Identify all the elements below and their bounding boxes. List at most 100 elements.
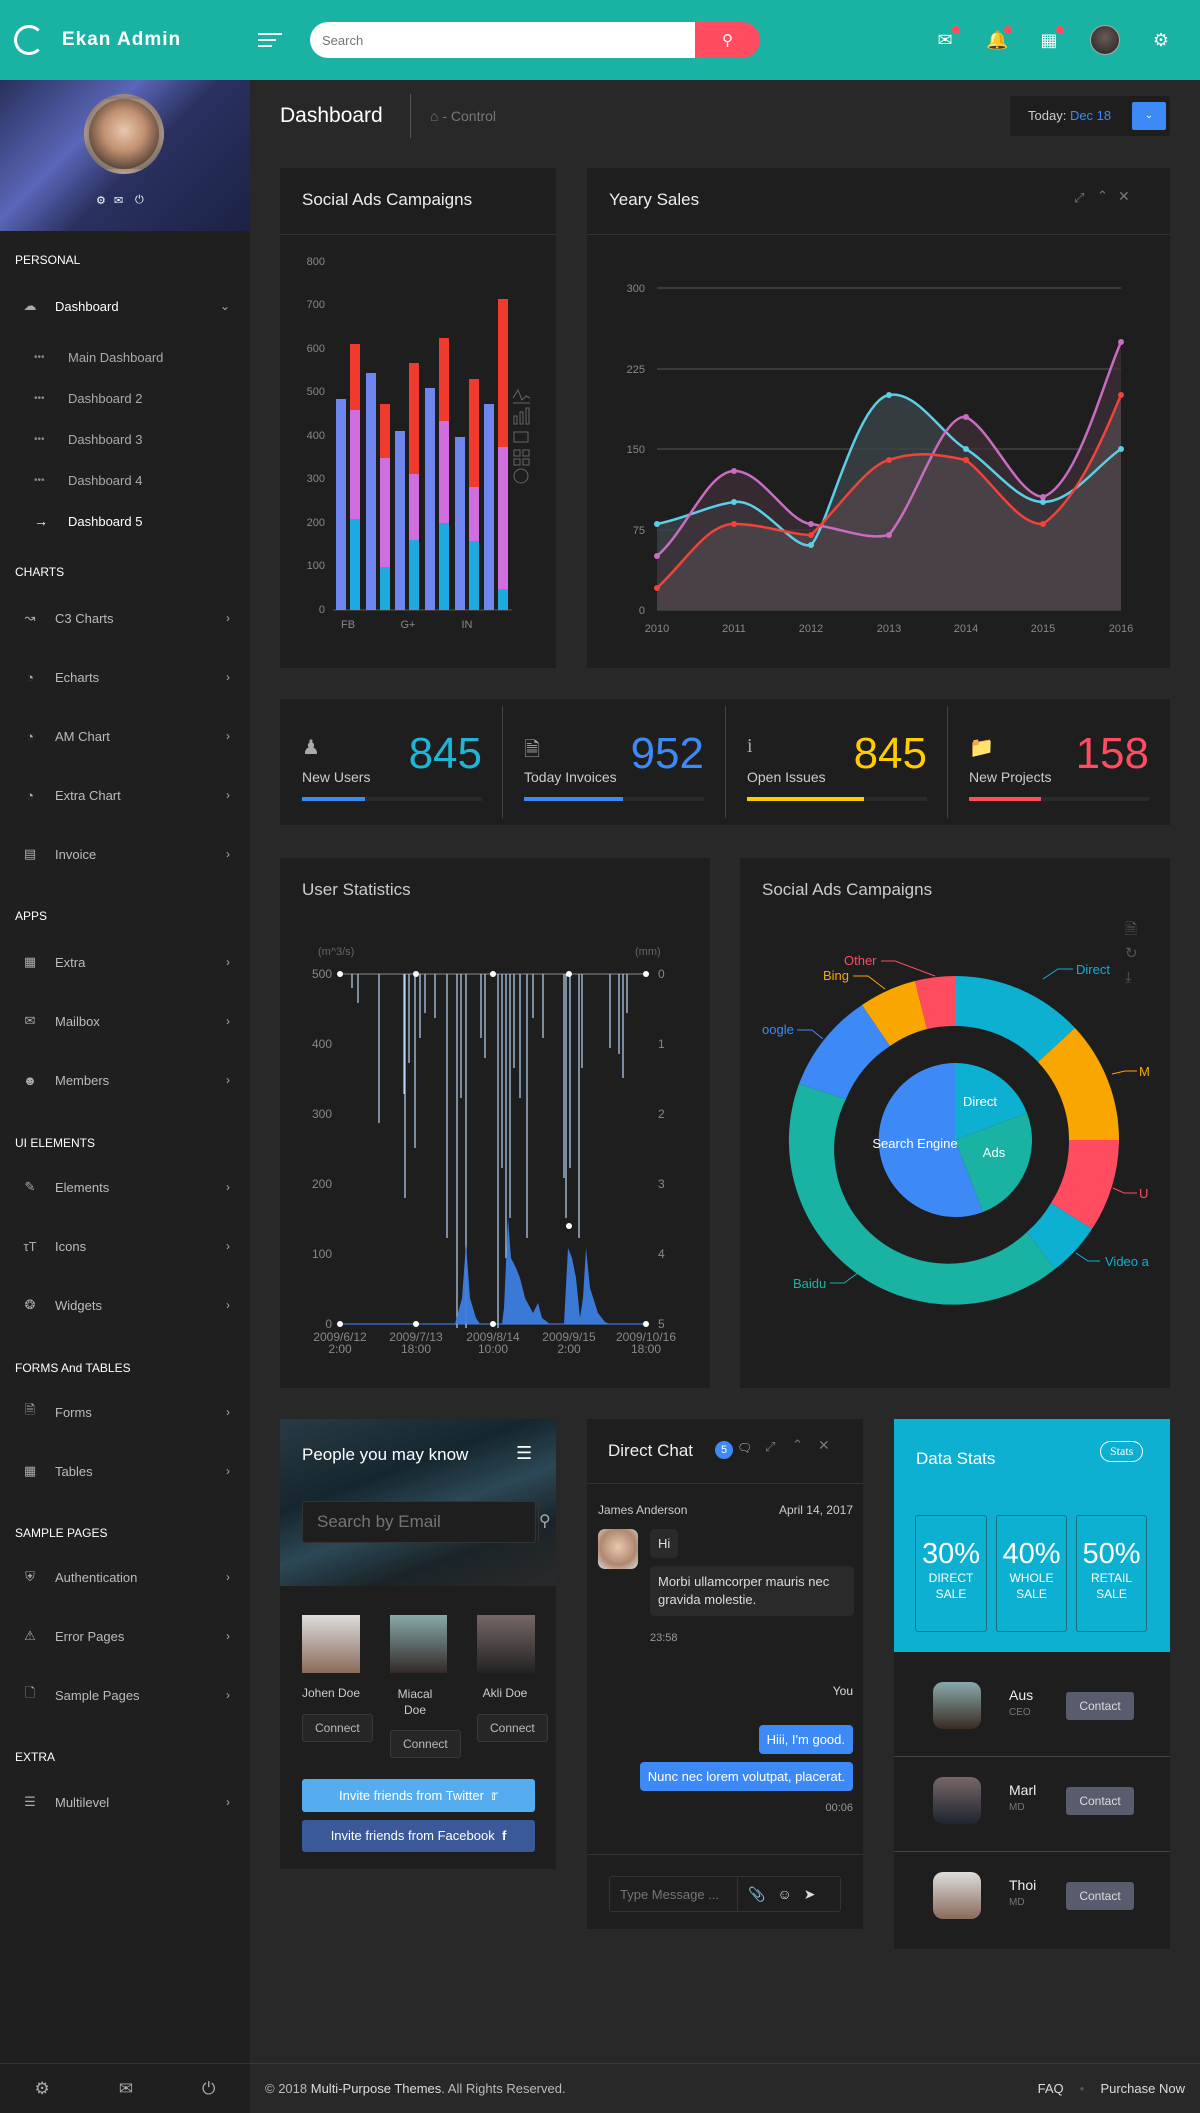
menu-toggle-icon[interactable] <box>258 29 282 51</box>
social-ads-pie-card: Social Ads Campaigns 🗎 ↻ ⤓ Direct Ads Sear… <box>740 858 1170 1388</box>
purchase-now-link[interactable]: Purchase Now <box>1100 2081 1185 2096</box>
menu-icon[interactable]: ☰ <box>516 1443 533 1463</box>
sidebar-item-am-chart[interactable]: ◔ AM Chart › <box>0 716 250 756</box>
bell-icon[interactable]: 🔔 <box>986 25 1012 51</box>
home-icon[interactable]: ⌂ <box>430 108 439 124</box>
sidebar-item-icons[interactable]: τT Icons › <box>0 1226 250 1266</box>
gear-icon[interactable]: ⚙ <box>1152 29 1170 50</box>
sidebar-item-multilevel[interactable]: ☰ Multilevel › <box>0 1782 250 1822</box>
paperclip-icon[interactable]: 📎 <box>748 1885 766 1902</box>
svg-text:Direct: Direct <box>963 1094 997 1109</box>
sidebar-item-error-pages[interactable]: ⚠ Error Pages › <box>0 1616 250 1656</box>
collapse-icon[interactable]: ⌃ <box>792 1437 803 1452</box>
svg-text:600: 600 <box>307 343 325 355</box>
expand-icon[interactable]: ⤢ <box>1074 190 1085 205</box>
section-ui-elements: UI ELEMENTS <box>15 1136 96 1150</box>
chat-date: April 14, 2017 <box>778 1503 853 1517</box>
contact-button[interactable]: Contact <box>1066 1787 1134 1815</box>
svg-text:18:00: 18:00 <box>401 1342 431 1356</box>
sidebar-item-forms[interactable]: 🗎 Forms › <box>0 1392 250 1432</box>
invite-twitter-button[interactable]: Invite friends from Twitter 𝕣 <box>302 1779 535 1812</box>
profile-avatar[interactable] <box>84 94 164 174</box>
svg-text:1: 1 <box>658 1037 665 1051</box>
collapse-icon[interactable]: ⌃ <box>1097 188 1108 203</box>
search-input[interactable] <box>310 22 695 58</box>
sidebar-item-members[interactable]: ☻ Members › <box>0 1060 250 1100</box>
gear-icon[interactable]: ⚙ <box>34 2078 50 2098</box>
chat-message-input[interactable] <box>610 1877 738 1911</box>
sidebar-item-extra-chart[interactable]: ◔ Extra Chart › <box>0 775 250 815</box>
svg-text:M: M <box>1139 1064 1150 1079</box>
contact-avatar <box>933 1872 981 1919</box>
search-button[interactable]: ⚲ <box>695 22 760 58</box>
download-icon[interactable]: ⤓ <box>1125 969 1132 986</box>
date-picker[interactable]: Today: Dec 18 ⌄ <box>1010 96 1170 136</box>
comments-icon[interactable]: 🗨 <box>737 1441 753 1455</box>
stats-row: ♟ 845 New Users 🗎 952 Today Invoices i 8… <box>280 699 1170 825</box>
chevron-right-icon: › <box>226 729 230 743</box>
contact-button[interactable]: Contact <box>1066 1882 1134 1910</box>
sidebar-item-sample-pages[interactable]: 🗋 Sample Pages › <box>0 1675 250 1715</box>
svg-text:5: 5 <box>658 1317 665 1331</box>
chevron-down-icon[interactable]: ⌄ <box>1132 102 1166 130</box>
pie-chart-icon: ◔ <box>26 728 34 744</box>
connect-button[interactable]: Connect <box>302 1714 373 1742</box>
sidebar-item-authentication[interactable]: ⛨ Authentication › <box>0 1557 250 1597</box>
invite-facebook-button[interactable]: Invite friends from Facebook f <box>302 1820 535 1852</box>
data-view-icon[interactable]: 🗎 <box>1125 921 1138 938</box>
stats-button[interactable]: Stats <box>1100 1441 1144 1462</box>
palette-icon: ❂ <box>24 1297 36 1312</box>
sidebar-sub-dashboard-4[interactable]: ••• Dashboard 4 <box>34 472 143 488</box>
chevron-right-icon: › <box>226 1464 230 1478</box>
svg-text:10:00: 10:00 <box>478 1342 508 1356</box>
email-search-input[interactable] <box>303 1502 538 1542</box>
svg-text:Video a: Video a <box>1105 1254 1150 1269</box>
tasks-icon[interactable]: ▦ <box>1038 25 1064 51</box>
chevron-right-icon: › <box>226 788 230 802</box>
chat-message: Morbi ullamcorper mauris nec gravida mol… <box>650 1566 854 1616</box>
emoji-icon[interactable]: ☺ <box>777 1886 792 1902</box>
power-icon[interactable]: ⏻ <box>135 194 144 206</box>
faq-link[interactable]: FAQ <box>1037 2081 1064 2096</box>
stat-new-projects: 📁 158 New Projects <box>947 699 1169 825</box>
expand-icon[interactable]: ⤢ <box>765 1439 776 1454</box>
stat-box-retail: 50% RETAIL SALE <box>1076 1515 1147 1632</box>
company-link[interactable]: Multi-Purpose Themes <box>310 2081 442 2096</box>
sidebar-item-dashboard[interactable]: ☁ Dashboard ⌄ <box>0 286 250 326</box>
svg-text:400: 400 <box>307 430 325 442</box>
mail-icon[interactable]: ✉ <box>118 2078 134 2098</box>
sidebar-item-mailbox[interactable]: ✉ Mailbox › <box>0 1001 250 1041</box>
sidebar-item-echarts[interactable]: ◔ Echarts › <box>0 657 250 697</box>
chat-timestamp: 23:58 <box>650 1632 678 1644</box>
sidebar-item-c3-charts[interactable]: ↝ C3 Charts › <box>0 598 250 638</box>
mail-icon[interactable]: ✉ <box>934 25 960 51</box>
power-icon[interactable]: ⏻ <box>202 2078 216 2098</box>
sidebar-item-tables[interactable]: ▦ Tables › <box>0 1451 250 1491</box>
gear-icon[interactable]: ⚙ <box>96 195 106 207</box>
brand[interactable]: Ekan Admin <box>0 25 250 55</box>
sidebar-item-elements[interactable]: ✎ Elements › <box>0 1167 250 1207</box>
contact-button[interactable]: Contact <box>1066 1692 1134 1720</box>
refresh-icon[interactable]: ↻ <box>1125 945 1138 962</box>
sidebar-sub-dashboard-2[interactable]: ••• Dashboard 2 <box>34 390 143 406</box>
sidebar-sub-main-dashboard[interactable]: ••• Main Dashboard <box>34 349 164 365</box>
sidebar-item-extra[interactable]: ▦ Extra › <box>0 942 250 982</box>
mail-icon[interactable]: ✉ <box>114 195 124 207</box>
invoice-icon: ▤ <box>23 846 37 861</box>
sidebar-item-widgets[interactable]: ❂ Widgets › <box>0 1285 250 1325</box>
sidebar-sub-dashboard-5[interactable]: → Dashboard 5 <box>34 513 143 529</box>
svg-text:oogle: oogle <box>762 1022 794 1037</box>
info-icon: i <box>747 735 753 757</box>
sidebar-item-invoice[interactable]: ▤ Invoice › <box>0 834 250 874</box>
search-icon[interactable]: ⚲ <box>538 1502 551 1542</box>
contact-name: Thoi <box>1009 1877 1037 1893</box>
svg-text:500: 500 <box>312 967 332 981</box>
close-icon[interactable]: ✕ <box>1118 188 1130 204</box>
close-icon[interactable]: ✕ <box>818 1437 830 1453</box>
sidebar-sub-dashboard-3[interactable]: ••• Dashboard 3 <box>34 431 143 447</box>
user-avatar[interactable] <box>1090 25 1120 55</box>
section-charts: CHARTS <box>15 565 65 579</box>
connect-button[interactable]: Connect <box>477 1714 548 1742</box>
send-icon[interactable]: ➤ <box>803 1885 816 1902</box>
connect-button[interactable]: Connect <box>390 1730 461 1758</box>
